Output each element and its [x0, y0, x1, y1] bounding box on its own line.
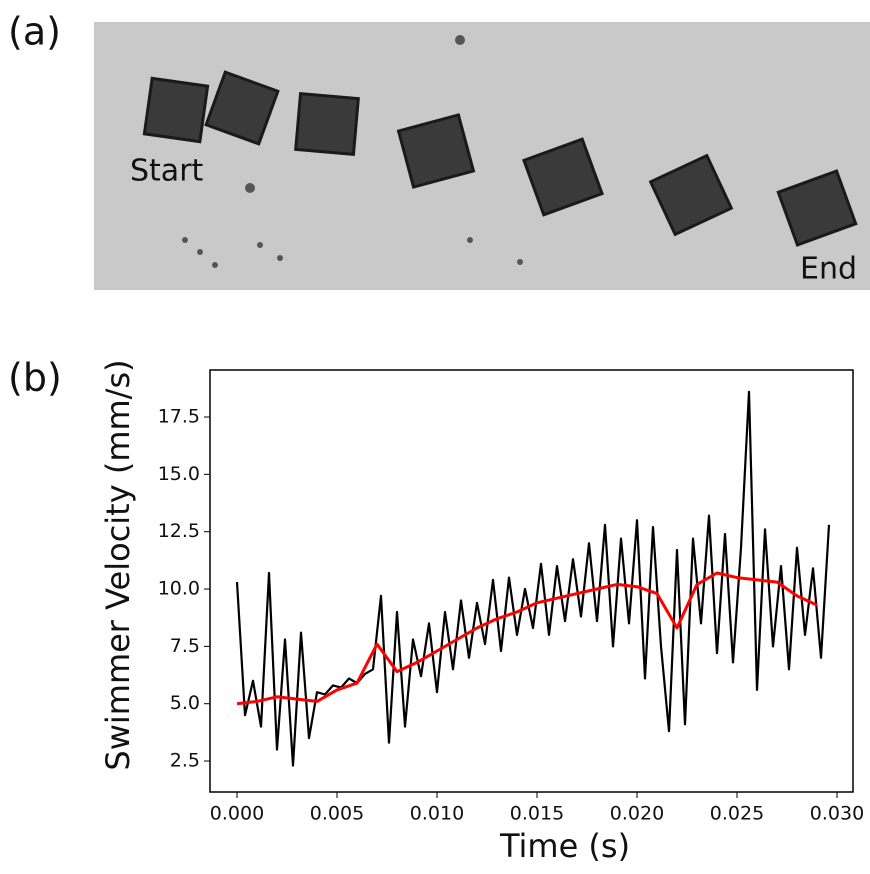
y-tick-label: 17.5 [158, 406, 200, 428]
y-axis-label: Swimmer Velocity (mm/s) [99, 359, 137, 770]
panel-label: (b) [8, 356, 62, 400]
y-tick-label: 12.5 [158, 520, 200, 542]
x-tick-label: 0.010 [410, 803, 464, 825]
y-tick-label: 5.0 [170, 692, 200, 714]
x-axis-label: Time (s) [499, 827, 630, 865]
x-tick-label: 0.030 [810, 803, 864, 825]
y-tick-label: 7.5 [170, 635, 200, 657]
data-line [236, 571, 818, 706]
x-tick-label: 0.005 [310, 803, 364, 825]
x-tick-label: 0.020 [610, 803, 664, 825]
y-tick-label: 10.0 [158, 578, 200, 600]
x-tick-label: 0.000 [210, 803, 264, 825]
data-line [235, 390, 831, 767]
x-tick-label: 0.025 [710, 803, 764, 825]
y-tick-label: 2.5 [170, 750, 200, 772]
end-label: End [800, 252, 857, 287]
x-tick-label: 0.015 [510, 803, 564, 825]
panel-label: (a) [8, 10, 61, 54]
plot-frame [209, 369, 854, 793]
y-tick-label: 15.0 [158, 463, 200, 485]
start-label: Start [130, 154, 204, 189]
micrograph [94, 22, 870, 290]
